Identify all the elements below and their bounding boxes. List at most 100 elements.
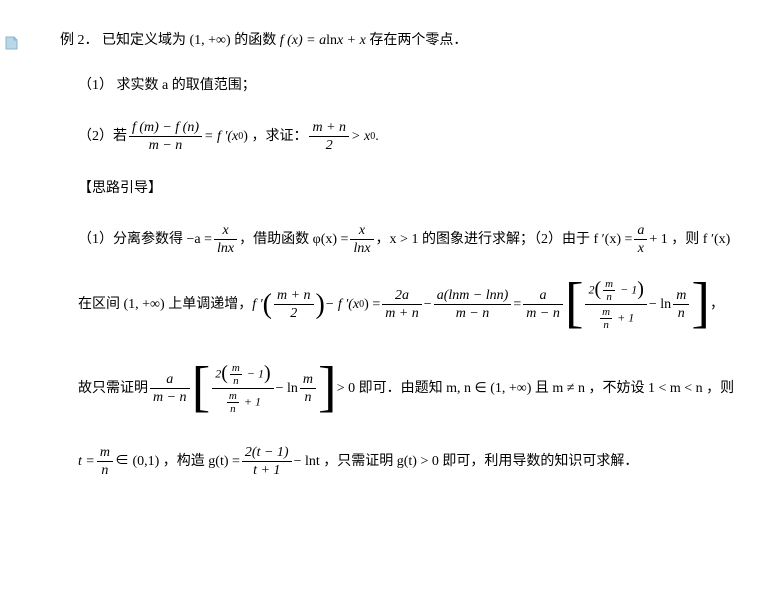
q2-period: . bbox=[375, 126, 379, 147]
problem-label: 例 2． bbox=[60, 33, 99, 48]
h2-ln-den: n bbox=[678, 306, 685, 321]
h2-den-tail: + 1 bbox=[614, 310, 634, 324]
problem-stem: 例 2． 已知定义域为 (1, +∞) 的函数 f (x) = alnx + x… bbox=[60, 30, 754, 51]
h1-frac1b: x lnx bbox=[350, 223, 373, 257]
q2-lhs-den: m − n bbox=[149, 138, 183, 153]
h3-inner-frac-top: mn bbox=[230, 362, 242, 387]
question-1: （1） 求实数 a 的取值范围； bbox=[60, 75, 754, 96]
h3-t3-num: a bbox=[166, 372, 173, 387]
h1-frac1: x lnx bbox=[214, 223, 237, 257]
lbracket-icon-2: [ bbox=[192, 359, 211, 415]
document-body: 例 2． 已知定义域为 (1, +∞) 的函数 f (x) = alnx + x… bbox=[60, 30, 754, 490]
h3-ln-den: n bbox=[304, 390, 311, 405]
h1-f1b-num: x bbox=[359, 223, 365, 238]
h1-f2-den: x bbox=[638, 241, 644, 256]
question-2: （2）若 f (m) − f (n) m − n = f ′(x0) ，求证： … bbox=[60, 120, 754, 154]
hint-line-2: 在区间 (1, +∞) 上单调递增， f ′ ( m + n 2 ) − f ′… bbox=[60, 277, 754, 333]
h2-t2-den: m − n bbox=[456, 306, 490, 321]
h2-comma: ， bbox=[710, 294, 724, 315]
stem-text-a: 已知定义域为 bbox=[102, 33, 190, 48]
h1-f1b-den: lnx bbox=[353, 241, 370, 256]
h3-den-b: n bbox=[230, 403, 236, 415]
h3-ln-num: m bbox=[303, 372, 313, 387]
h3-a: 故只需证明 bbox=[78, 378, 148, 399]
h2-ln-num: m bbox=[676, 288, 686, 303]
h2-a: 在区间 (1, +∞) 上单调递增， bbox=[78, 294, 252, 315]
rbracket-icon: ] bbox=[691, 275, 710, 331]
q2-label: （2）若 bbox=[78, 126, 127, 147]
h2-t1-num: 2a bbox=[395, 288, 409, 303]
h3-t3: a m − n bbox=[150, 372, 190, 406]
h2-eq3: = bbox=[513, 294, 521, 315]
h1-f1-den: lnx bbox=[217, 241, 234, 256]
h3-bracket-group: [ 2(mn − 1) mn + 1 − ln m n ] bbox=[192, 361, 337, 417]
h4-in: ∈ (0,1) ，构造 g(t) = bbox=[115, 451, 240, 472]
h2-arg-num: m + n bbox=[277, 288, 311, 303]
h3-inner-frac-bot: mn bbox=[227, 390, 239, 415]
h2-minus: − f ′(x bbox=[325, 294, 359, 315]
stem-text-b: 的函数 bbox=[234, 33, 280, 48]
h2-ln-frac: m n bbox=[673, 288, 689, 322]
margin-page-icon bbox=[4, 35, 20, 51]
h2-minus-ln: − ln bbox=[649, 294, 671, 315]
q2-rhs-frac: m + n 2 bbox=[309, 120, 349, 154]
h2-inner-num-t: m bbox=[605, 278, 613, 290]
h2-t1: 2a m + n bbox=[382, 288, 422, 322]
h3-b: 由题知 m, n ∈ (1, +∞) 且 m ≠ n ，不妨设 1 < m < … bbox=[401, 378, 735, 399]
h4-t-num: m bbox=[100, 445, 110, 460]
h1-c: ，x > 1 的图象进行求解；（2）由于 f ′(x) = bbox=[376, 229, 633, 250]
h3-inner-num-t: m bbox=[232, 362, 240, 374]
ln-text: ln bbox=[326, 33, 337, 48]
h3-gt0: > 0 即可． bbox=[337, 378, 401, 399]
h4-g-frac: 2(t − 1) t + 1 bbox=[242, 445, 292, 479]
h4-t-frac: m n bbox=[97, 445, 113, 479]
q1-text: 求实数 a 的取值范围； bbox=[117, 78, 256, 93]
h2-inner-frac-top: mn bbox=[603, 278, 615, 303]
h2-t3: a m − n bbox=[523, 288, 563, 322]
h2-t2-num: a(lnm − lnn) bbox=[437, 288, 509, 303]
h4-g-num: 2(t − 1) bbox=[245, 445, 289, 460]
q2-mid: = f ′(x bbox=[204, 126, 238, 147]
q2-mid2: ) ，求证： bbox=[243, 126, 307, 147]
h3-inner-den-t: n bbox=[233, 375, 239, 387]
h4-g-den: t + 1 bbox=[253, 463, 280, 478]
h1-f2-num: a bbox=[637, 223, 644, 238]
h4-rest: − lnt ，只需证明 g(t) > 0 即可，利用导数的知识可求解． bbox=[294, 451, 639, 472]
hint-line-3: 故只需证明 a m − n [ 2(mn − 1) mn + 1 − ln m … bbox=[60, 361, 754, 417]
fx-def: f (x) = a bbox=[280, 33, 326, 48]
h2-t3-den: m − n bbox=[526, 306, 560, 321]
h1-d: + 1 ，则 f ′(x) bbox=[649, 229, 730, 250]
hint-heading-text: 【思路引导】 bbox=[78, 181, 162, 196]
q2-rhs-den: 2 bbox=[326, 138, 333, 153]
h1-f1-num: x bbox=[222, 223, 228, 238]
h2-arg-frac: m + n 2 bbox=[274, 288, 314, 322]
hint-line-4: t = m n ∈ (0,1) ，构造 g(t) = 2(t − 1) t + … bbox=[60, 445, 754, 479]
hint-line-1: （1）分离参数得 −a = x lnx ，借助函数 φ(x) = x lnx ，… bbox=[60, 223, 754, 257]
xplusx: x + x bbox=[337, 33, 366, 48]
h3-big-frac: 2(mn − 1) mn + 1 bbox=[212, 362, 273, 415]
h2-inner-den-t: n bbox=[606, 291, 612, 303]
h2-bracket-group: [ 2(mn − 1) mn + 1 − ln m n ] bbox=[565, 277, 710, 333]
q2-lhs-num: f (m) − f (n) bbox=[132, 120, 199, 135]
h3-den-tail: + 1 bbox=[241, 394, 261, 408]
h3-inner-tail: − 1 bbox=[244, 366, 264, 380]
h2-rparen: ) = bbox=[364, 294, 380, 315]
h2-t2: a(lnm − lnn) m − n bbox=[434, 288, 512, 322]
h2-inner-tail: − 1 bbox=[617, 282, 637, 296]
h2-den-a: m bbox=[602, 306, 610, 318]
q1-label: （1） bbox=[78, 78, 113, 93]
h1-a: （1）分离参数得 −a = bbox=[78, 229, 212, 250]
rbracket-icon-2: ] bbox=[318, 359, 337, 415]
q2-lhs-frac: f (m) − f (n) m − n bbox=[129, 120, 202, 154]
q2-rhs-num: m + n bbox=[312, 120, 346, 135]
h3-t3-den: m − n bbox=[153, 390, 187, 405]
h2-den-b: n bbox=[603, 319, 609, 331]
h2-t3-num: a bbox=[540, 288, 547, 303]
h3-ln-frac: m n bbox=[300, 372, 316, 406]
h1-b: ，借助函数 φ(x) = bbox=[239, 229, 348, 250]
h3-den-a: m bbox=[229, 390, 237, 402]
h2-fprime: f ′ bbox=[252, 294, 262, 315]
h4-t-den: n bbox=[101, 463, 108, 478]
hint-heading: 【思路引导】 bbox=[60, 178, 754, 199]
h2-arg-den: 2 bbox=[290, 306, 297, 321]
